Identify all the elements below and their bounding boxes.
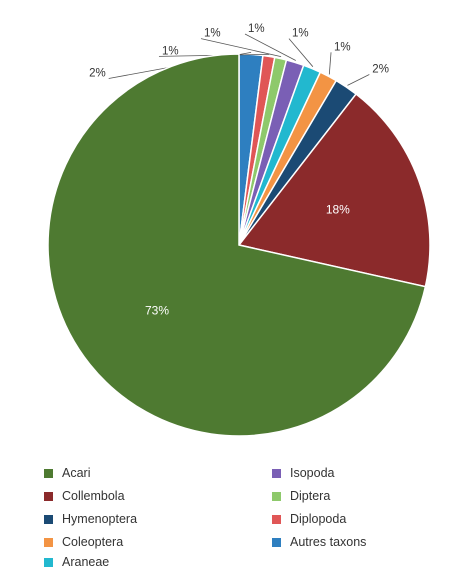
data-label-coleoptera: 1%	[334, 41, 351, 53]
data-label-diptera: 1%	[204, 28, 221, 40]
legend-label-collembola: Collembola	[62, 489, 125, 503]
legend-label-acari: Acari	[62, 466, 91, 480]
legend-label-isopoda: Isopoda	[290, 466, 335, 480]
legend-swatch-acari	[44, 468, 53, 478]
legend-item-isopoda: Isopoda	[272, 466, 334, 480]
leader-line-diptera	[200, 38, 282, 58]
pie-slice-acari	[47, 53, 427, 437]
legend-item-collembola: Collembola	[44, 489, 125, 503]
data-label-acari: 73%	[145, 304, 169, 318]
leader-line-hymenoptera	[347, 74, 370, 86]
data-label-araneae: 1%	[292, 28, 309, 40]
data-label-isopoda: 1%	[248, 23, 265, 35]
legend-label-araneae: Araneae	[62, 555, 110, 569]
legend-label-diptera: Diptera	[290, 489, 331, 503]
legend-swatch-coleoptera	[44, 537, 53, 547]
legend-item-hymenoptera: Hymenoptera	[44, 512, 137, 526]
data-label-hymenoptera: 2%	[372, 64, 389, 76]
legend-label-coleoptera: Coleoptera	[62, 535, 124, 549]
legend-swatch-hymenoptera	[44, 514, 53, 524]
data-label-autres-taxons: 2%	[89, 68, 106, 80]
leader-line-isopoda	[244, 33, 296, 61]
pie-chart: 2% 1% 1% 1% 1% 1% 2% 18% 73%	[47, 23, 431, 437]
legend-item-diplopoda: Diplopoda	[272, 512, 346, 526]
data-label-collembola: 18%	[326, 202, 350, 216]
legend-swatch-autres-taxons	[272, 537, 281, 547]
data-label-diplopoda: 1%	[162, 45, 179, 57]
legend-item-coleoptera: Coleoptera	[44, 535, 123, 549]
legend-swatch-collembola	[44, 491, 53, 501]
legend-swatch-diptera	[272, 491, 281, 501]
legend-label-diplopoda: Diplopoda	[290, 512, 347, 526]
leader-line-araneae	[288, 38, 314, 67]
legend-swatch-isopoda	[272, 468, 281, 478]
legend-label-autres-taxons: Autres taxons	[290, 535, 367, 549]
legend-item-acari: Acari	[44, 466, 90, 480]
legend-label-hymenoptera: Hymenoptera	[62, 512, 138, 526]
legend-item-autres-taxons: Autres taxons	[272, 535, 366, 549]
legend-swatch-diplopoda	[272, 514, 281, 524]
legend-item-diptera: Diptera	[272, 489, 330, 503]
leader-line-coleoptera	[328, 52, 332, 75]
pie-slice-collembola	[237, 93, 431, 288]
legend-swatch-araneae	[44, 557, 53, 567]
legend-item-araneae: Araneae	[44, 555, 109, 569]
